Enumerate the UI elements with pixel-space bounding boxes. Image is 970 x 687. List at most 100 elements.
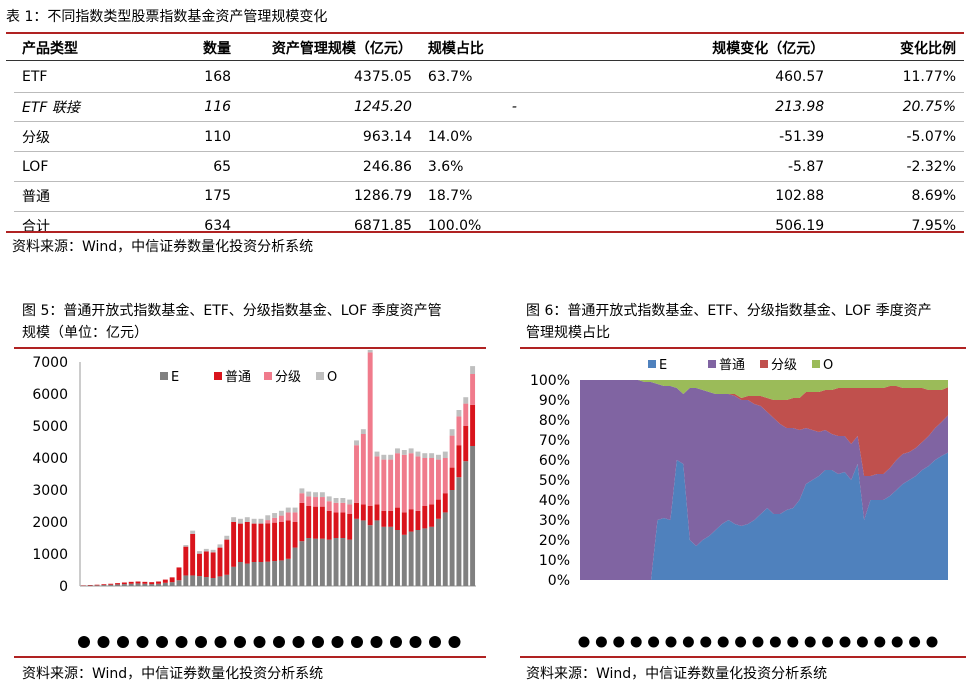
- area-series-0: [580, 452, 948, 580]
- bar-segment-1: [135, 581, 141, 584]
- bar-segment-1: [258, 523, 264, 562]
- bar-segment-1: [395, 507, 400, 530]
- cell-type: 普通: [14, 181, 144, 212]
- fig6-bottom-rule: [520, 656, 966, 658]
- legend-label: E: [659, 358, 667, 373]
- y-tick-label: 80%: [539, 413, 570, 429]
- bar-segment-1: [156, 581, 161, 584]
- cell-share: 100.0%: [427, 218, 482, 235]
- table-header-row: 产品类型 数量 资产管理规模（亿元） 规模占比 规模变化（亿元） 变化比例: [14, 34, 964, 63]
- table-row: ETF 联接 116 1245.20 - 213.98 20.75%: [14, 92, 964, 123]
- bar-segment-2: [278, 515, 284, 522]
- y-tick-label: 3000: [32, 483, 68, 499]
- x-tick-glyph: [312, 636, 324, 648]
- legend-swatch: [264, 372, 272, 380]
- bar-segment-3: [299, 488, 305, 494]
- bar-segment-3: [456, 410, 462, 417]
- area-series-3: [580, 380, 948, 400]
- bar-segment-2: [422, 458, 428, 506]
- x-tick-glyph: [909, 636, 921, 648]
- bar-segment-1: [183, 546, 189, 576]
- legend-swatch: [316, 372, 324, 380]
- bar-segment-0: [470, 446, 476, 586]
- bar-segment-1: [401, 512, 407, 535]
- bar-segment-0: [101, 585, 107, 586]
- legend-label: 普通: [225, 370, 251, 385]
- bar-segment-0: [326, 539, 332, 586]
- bar-segment-0: [429, 526, 435, 586]
- y-tick-label: 1000: [32, 547, 68, 563]
- bar-segment-3: [354, 440, 359, 446]
- bar-segment-1: [449, 467, 455, 490]
- bar-segment-0: [224, 574, 230, 586]
- bar-segment-1: [197, 553, 202, 577]
- cell-count: 634: [204, 218, 232, 235]
- bar-segment-3: [265, 515, 271, 521]
- bar-segment-3: [244, 517, 250, 522]
- cell-aum: 1286.79: [239, 181, 420, 212]
- bar-segment-3: [388, 454, 394, 460]
- header-type: 产品类型: [22, 41, 78, 58]
- fig6-title: 图 6：普通开放式指数基金、ETF、分级指数基金、LOF 季度资产 管理规模占比: [526, 300, 932, 344]
- legend-swatch: [648, 360, 656, 368]
- bar-segment-2: [326, 501, 332, 511]
- bar-segment-1: [422, 506, 428, 529]
- bar-segment-3: [422, 453, 428, 458]
- y-tick-label: 70%: [539, 433, 570, 449]
- bar-segment-1: [210, 552, 216, 578]
- x-tick-glyph: [822, 636, 834, 648]
- cell-change: -51.39: [636, 121, 833, 153]
- bar-segment-3: [429, 453, 435, 458]
- bar-segment-2: [340, 502, 346, 513]
- x-tick-glyph: [136, 636, 149, 648]
- bar-segment-1: [237, 523, 243, 562]
- bar-segment-0: [156, 583, 161, 586]
- bar-segment-2: [360, 434, 366, 505]
- bar-segment-1: [101, 584, 107, 586]
- bar-segment-1: [470, 404, 476, 446]
- legend-label: 普通: [719, 358, 745, 373]
- legend-label: O: [823, 358, 833, 373]
- bar-segment-3: [435, 454, 441, 460]
- bar-segment-3: [326, 496, 332, 502]
- y-tick-label: 6000: [32, 387, 68, 403]
- bar-segment-1: [306, 506, 312, 538]
- x-tick-glyph: [769, 636, 781, 648]
- bar-segment-1: [244, 522, 250, 564]
- cell-change: 102.88: [636, 181, 833, 212]
- bar-segment-3: [347, 499, 353, 505]
- bar-segment-3: [449, 429, 455, 436]
- y-tick-label: 20%: [539, 533, 570, 549]
- bar-segment-0: [340, 538, 346, 586]
- bar-segment-1: [374, 504, 380, 521]
- bar-segment-1: [128, 581, 134, 584]
- x-tick-glyph: [648, 636, 660, 648]
- x-tick-glyph: [273, 636, 285, 648]
- header-ratio: 变化比例: [900, 41, 956, 58]
- bar-segment-0: [422, 528, 428, 586]
- bar-segment-0: [142, 583, 148, 586]
- cell-type: 分级: [14, 121, 144, 153]
- area-series-2: [580, 380, 948, 476]
- y-tick-label: 60%: [539, 453, 570, 469]
- y-tick-label: 90%: [539, 393, 570, 409]
- bar-segment-1: [224, 539, 230, 575]
- table-row: 合计 634 6871.85 100.0% 506.19 7.95%: [14, 211, 964, 240]
- x-tick-glyph: [234, 636, 246, 648]
- table-source: 资料来源：Wind，中信证券数量化投资分析系统: [12, 239, 314, 255]
- legend-swatch: [708, 360, 716, 368]
- x-tick-glyph: [253, 636, 266, 648]
- bar-segment-0: [231, 566, 237, 586]
- y-tick-label: 2000: [32, 515, 68, 531]
- x-tick-glyph: [214, 636, 227, 648]
- cell-aum: 963.14: [239, 121, 420, 153]
- bar-segment-2: [354, 445, 359, 503]
- x-tick-glyph: [717, 636, 729, 648]
- bar-segment-0: [176, 580, 182, 586]
- bar-segment-3: [224, 535, 230, 540]
- legend-label: E: [171, 370, 179, 385]
- bar-segment-0: [203, 577, 209, 586]
- cell-change: 213.98: [636, 92, 833, 123]
- cell-aum: 246.86: [239, 151, 420, 182]
- x-tick-glyph: [448, 636, 461, 648]
